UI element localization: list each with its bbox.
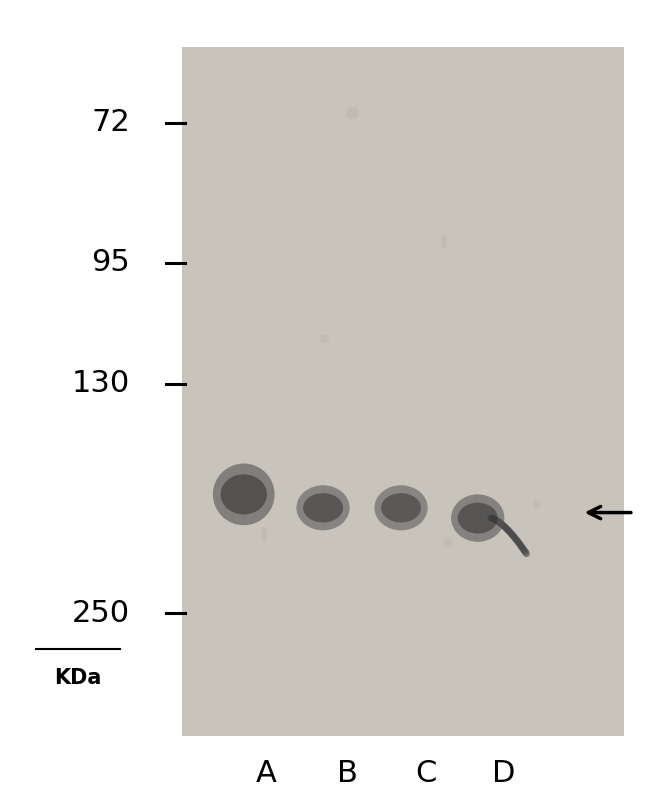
- Ellipse shape: [319, 335, 329, 343]
- Ellipse shape: [458, 503, 498, 534]
- Text: 250: 250: [72, 599, 130, 627]
- Text: A: A: [256, 759, 277, 789]
- Ellipse shape: [534, 501, 541, 509]
- Text: KDa: KDa: [55, 668, 101, 688]
- Ellipse shape: [296, 485, 350, 530]
- Ellipse shape: [261, 527, 267, 542]
- Text: B: B: [337, 759, 358, 789]
- Ellipse shape: [451, 494, 504, 542]
- Text: 72: 72: [91, 108, 130, 137]
- Ellipse shape: [346, 107, 359, 119]
- Text: C: C: [415, 759, 436, 789]
- Bar: [182, 47, 624, 736]
- Ellipse shape: [220, 475, 267, 514]
- Ellipse shape: [381, 493, 421, 523]
- Ellipse shape: [441, 234, 447, 249]
- Text: 95: 95: [91, 248, 130, 277]
- Text: 130: 130: [72, 369, 130, 398]
- Ellipse shape: [444, 538, 452, 548]
- Ellipse shape: [374, 485, 428, 530]
- Ellipse shape: [303, 493, 343, 523]
- Text: D: D: [492, 759, 515, 789]
- Ellipse shape: [213, 464, 274, 525]
